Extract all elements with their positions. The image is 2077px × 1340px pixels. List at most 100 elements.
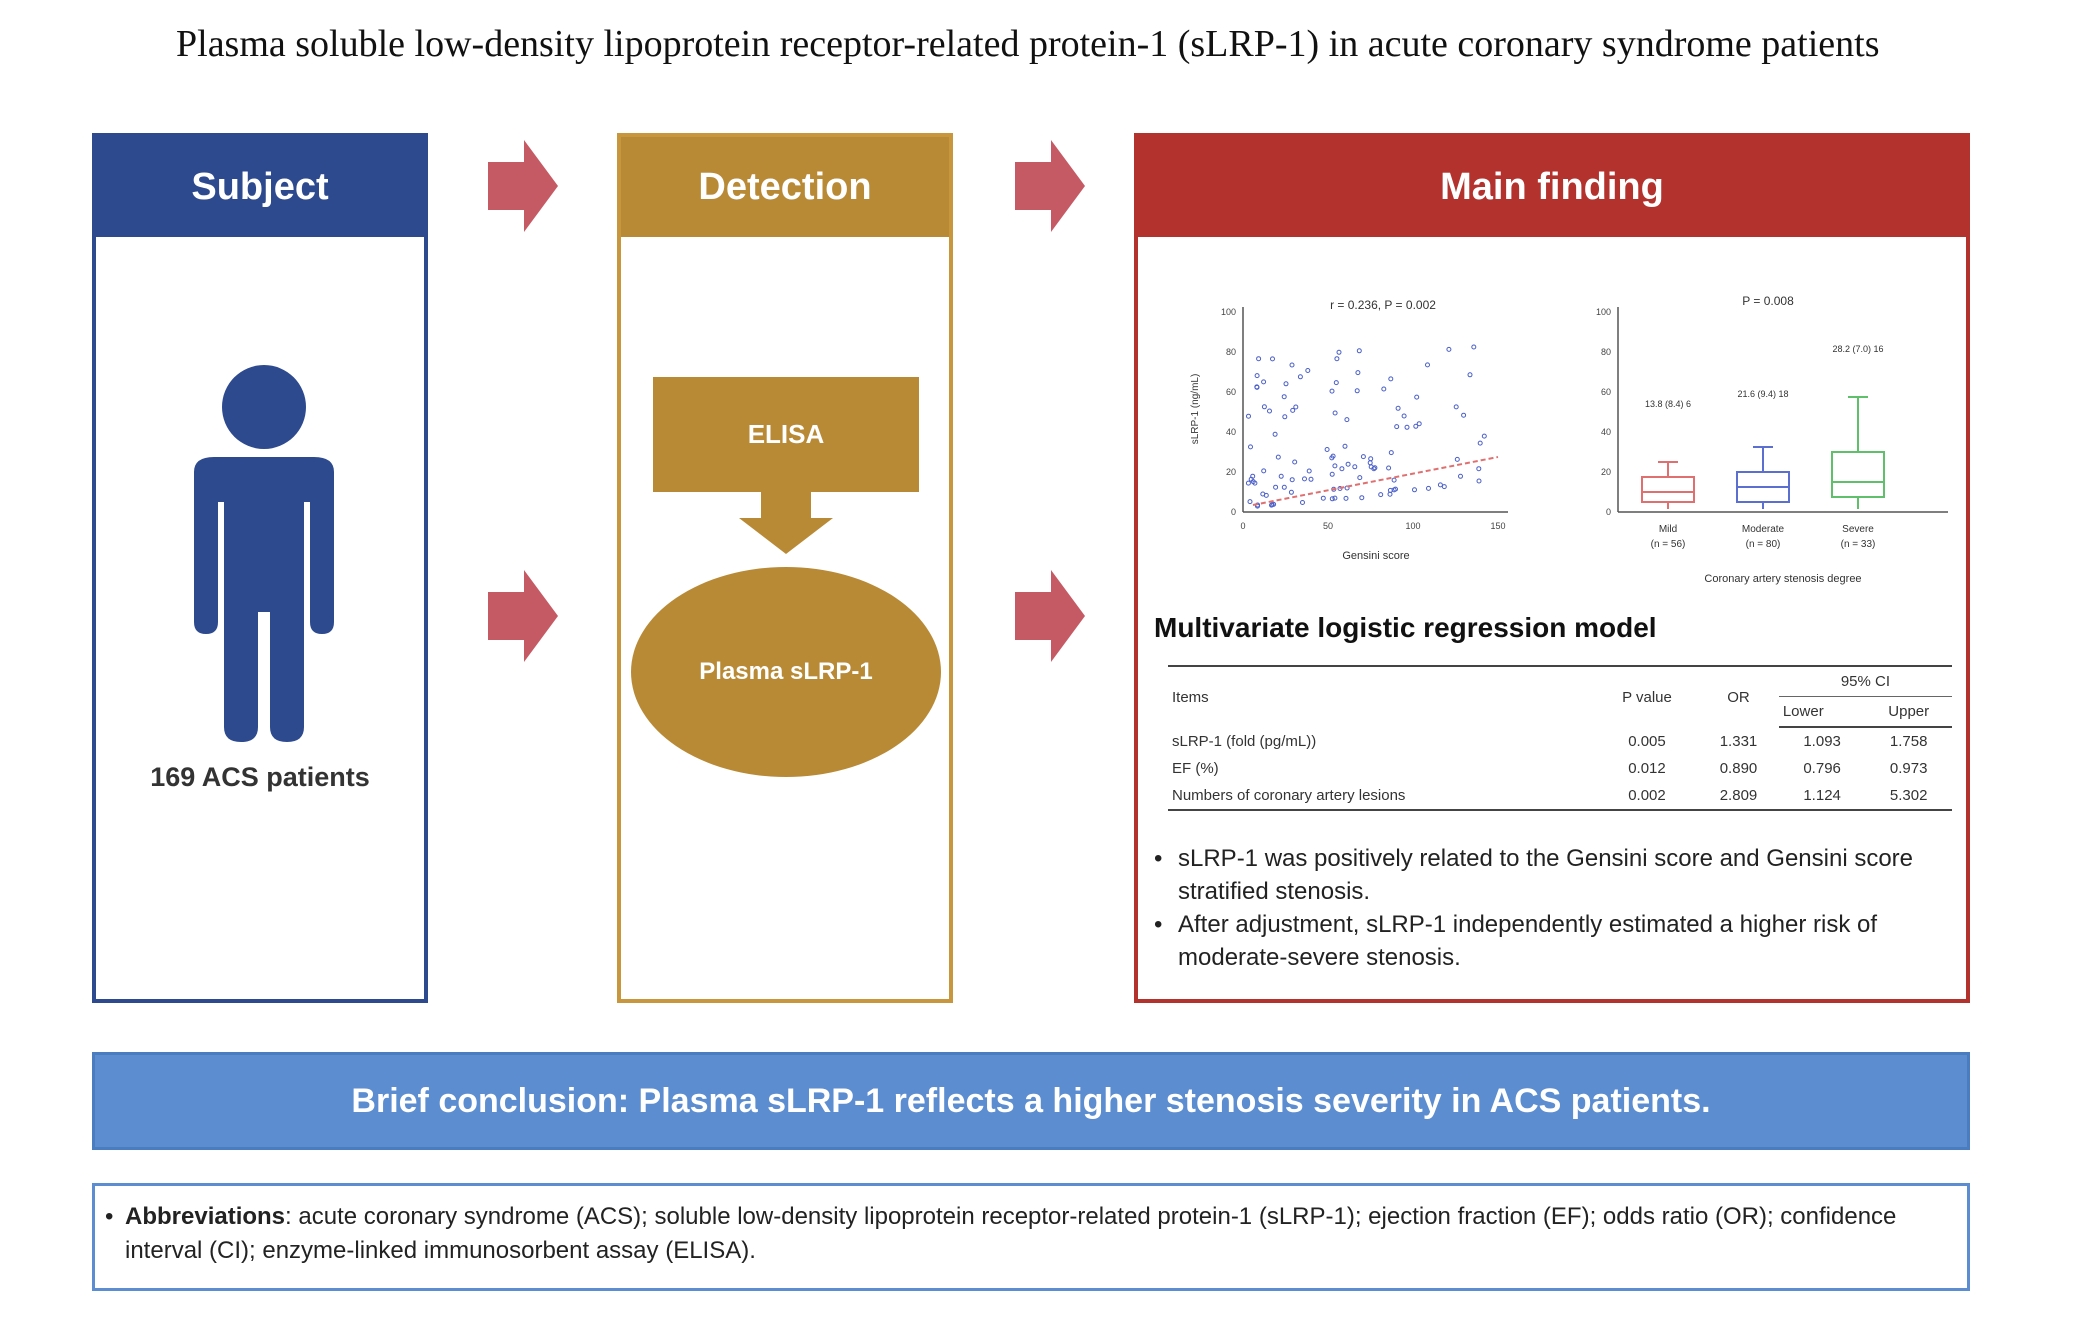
scatter-point — [1355, 370, 1361, 376]
scatter-point — [1386, 465, 1392, 471]
main-finding-panel: Main finding r = 0.236, P = 0.002 0 20 40 6… — [1134, 133, 1970, 1003]
figure-title: Plasma soluble low-density lipoprotein r… — [176, 23, 1880, 65]
scatter-point — [1342, 443, 1348, 449]
scatter-point — [1416, 421, 1422, 427]
scatter-point — [1289, 477, 1295, 483]
box-moderate: 21.6 (9.4) 18 Moderate (n = 80) — [1736, 389, 1790, 550]
scatter-point — [1282, 414, 1288, 420]
scatter-point — [1300, 500, 1305, 505]
table-cell: Numbers of coronary artery lesions — [1168, 782, 1596, 811]
scatter-point — [1256, 356, 1262, 362]
scatter-point — [1388, 376, 1394, 382]
abbreviations-label: Abbreviations — [125, 1203, 286, 1230]
table-cell: sLRP-1 (fold (pg/mL)) — [1172, 732, 1317, 750]
boxplot-stat: P = 0.008 — [1742, 294, 1794, 308]
table-cell: 1.124 — [1778, 782, 1866, 811]
scatter-point — [1414, 394, 1420, 400]
scatter-point — [1332, 410, 1338, 416]
scatter-point — [1454, 456, 1460, 462]
scatter-point — [1344, 417, 1350, 423]
patient-count: 169 ACS patients — [150, 762, 370, 792]
scatter-point — [1404, 424, 1410, 430]
scatter-point — [1308, 476, 1314, 482]
scatter-point — [1261, 379, 1267, 385]
scatter-point — [1281, 394, 1287, 400]
scatter-plot: r = 0.236, P = 0.002 0 20 40 60 80 100 0 50 100… — [1190, 298, 1508, 562]
scatter-point — [1281, 484, 1287, 490]
table-cell: 0.005 — [1628, 732, 1666, 750]
scatter-point — [1395, 405, 1401, 411]
elisa-box: ELISA — [653, 377, 919, 492]
col-lower: Lower — [1778, 696, 1866, 728]
x-tick-label: 100 — [1405, 521, 1420, 531]
finding-bullet: After adjustment, sLRP-1 independently e… — [1154, 908, 1954, 974]
col-or: OR — [1698, 665, 1779, 727]
scatter-point — [1329, 388, 1335, 394]
scatter-point — [1476, 478, 1482, 484]
box-group-n: (n = 56) — [1651, 539, 1686, 550]
scatter-point — [1425, 362, 1430, 368]
table-cell: EF (%) — [1172, 760, 1219, 777]
x-tick-label: 50 — [1323, 521, 1333, 531]
x-tick-label: 0 — [1240, 521, 1245, 531]
scatter-point — [1391, 477, 1397, 483]
scatter-point — [1267, 408, 1272, 414]
scatter-point — [1345, 461, 1351, 467]
box-stat-label: 13.8 (8.4) 6 — [1645, 399, 1691, 409]
box-severe: 28.2 (7.0) 16 Severe (n = 33) — [1831, 344, 1885, 550]
col-items: Items — [1168, 665, 1596, 727]
scatter-stat: r = 0.236, P = 0.002 — [1330, 298, 1436, 312]
y-tick-label: 40 — [1601, 427, 1611, 437]
scatter-point — [1245, 480, 1251, 486]
abbreviations-text: : acute coronary syndrome (ACS); soluble… — [125, 1203, 1897, 1264]
scatter-point — [1453, 404, 1459, 410]
subject-panel: Subject 169 ACS patients — [92, 133, 428, 1003]
scatter-point — [1387, 487, 1393, 493]
box-group-n: (n = 33) — [1841, 539, 1876, 550]
scatter-point — [1437, 482, 1443, 488]
scatter-point — [1293, 404, 1299, 410]
box-group-n: (n = 80) — [1746, 539, 1781, 550]
scatter-point — [1334, 356, 1340, 362]
box-group-label: Mild — [1659, 524, 1677, 535]
scatter-point — [1368, 456, 1374, 462]
scatter-point — [1413, 423, 1419, 429]
scatter-point — [1371, 466, 1377, 472]
arrow-down-icon — [739, 492, 833, 554]
scatter-point — [1477, 440, 1483, 446]
scatter-point — [1288, 489, 1294, 495]
arrow-right-icon — [1015, 570, 1085, 662]
scatter-point — [1378, 492, 1384, 498]
scatter-point — [1329, 471, 1335, 477]
scatter-point — [1320, 495, 1326, 501]
y-tick-label: 0 — [1606, 507, 1611, 517]
table-cell: 0.002 — [1595, 782, 1699, 811]
y-tick-label: 100 — [1221, 307, 1236, 317]
scatter-point — [1297, 374, 1303, 380]
scatter-point — [1261, 468, 1267, 474]
main-finding-header: Main finding — [1138, 137, 1966, 237]
bullet-icon: • — [105, 1203, 114, 1230]
scatter-point — [1329, 455, 1335, 461]
scatter-point — [1263, 492, 1269, 498]
scatter-point — [1336, 349, 1342, 355]
scatter-point — [1426, 485, 1431, 491]
conclusion-banner: Brief conclusion: Plasma sLRP-1 reflects… — [92, 1052, 1970, 1150]
scatter-point — [1306, 468, 1312, 474]
scatter-point — [1467, 372, 1473, 378]
y-tick-label: 20 — [1226, 467, 1236, 477]
scatter-point — [1446, 346, 1452, 352]
scatter-point — [1324, 447, 1330, 452]
person-icon — [194, 365, 334, 742]
box-mild: 13.8 (8.4) 6 Mild (n = 56) — [1641, 399, 1695, 550]
scatter-point — [1343, 495, 1349, 501]
finding-bullet: sLRP-1 was positively related to the Gen… — [1154, 842, 1954, 908]
scatter-point — [1354, 388, 1360, 394]
scatter-point — [1367, 460, 1373, 466]
scatter-point — [1290, 407, 1296, 413]
scatter-point — [1388, 450, 1394, 456]
plasma-slrp1-ellipse: Plasma sLRP-1 — [631, 567, 941, 777]
table-row: EF (%) 0.012 0.890 0.796 0.973 — [1168, 755, 1952, 782]
scatter-point — [1381, 386, 1387, 392]
scatter-point — [1394, 424, 1400, 430]
